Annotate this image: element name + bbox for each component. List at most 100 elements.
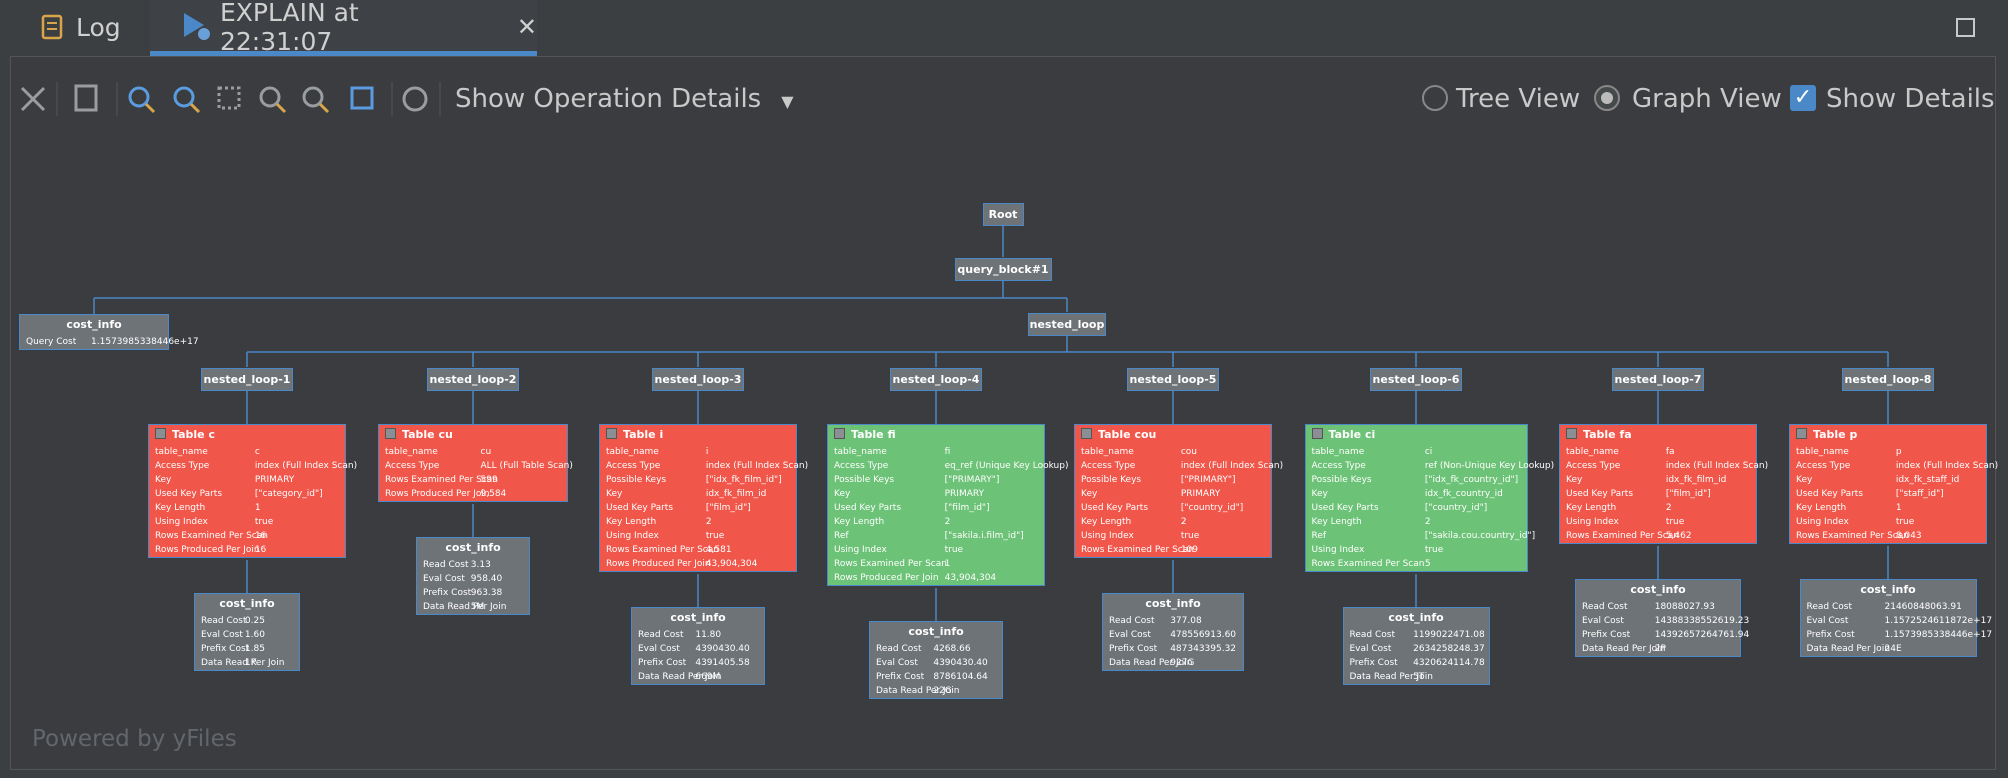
property-key: Prefix Cost bbox=[1349, 658, 1398, 668]
property-key: Using Index bbox=[1566, 517, 1619, 527]
graph-view-label[interactable]: Graph View bbox=[1632, 84, 1782, 114]
property-key: Rows Produced Per Join bbox=[385, 489, 490, 499]
property-key: Rows Examined Per Scan bbox=[1566, 531, 1679, 541]
property-value: 1 bbox=[944, 559, 951, 569]
property-row: Rows Examined Per Scan 1 bbox=[828, 557, 1044, 571]
property-value: 377.08 bbox=[1170, 616, 1202, 626]
property-key: Read Cost bbox=[1349, 630, 1395, 640]
property-value: ["idx_fk_film_id"] bbox=[705, 475, 782, 485]
cost-card: cost_info Read Cost 18088027.93 Eval Cost 14… bbox=[1575, 579, 1749, 657]
property-key: Rows Examined Per Scan bbox=[1311, 559, 1425, 569]
property-key: Rows Examined Per Scan bbox=[155, 531, 268, 541]
property-key: Data Read Per Join bbox=[201, 658, 285, 668]
card-header: Table c bbox=[149, 425, 345, 445]
show-details-label[interactable]: Show Details bbox=[1826, 84, 1995, 114]
property-row: Rows Examined Per Scan 5,462 bbox=[1560, 529, 1756, 543]
property-key: Data Read Per Join bbox=[1582, 644, 1666, 654]
property-key: Key bbox=[1311, 489, 1328, 499]
property-row: Data Read Per Join 5T bbox=[1344, 670, 1489, 684]
property-row: Used Key Parts ["country_id"] bbox=[1075, 501, 1271, 515]
card-title: Table cou bbox=[1098, 428, 1157, 441]
property-value: 2 bbox=[944, 517, 951, 527]
property-value: 3.13 bbox=[470, 560, 491, 570]
property-row: Using Index true bbox=[828, 543, 1044, 557]
active-tab-underline bbox=[150, 51, 537, 56]
maximize-button[interactable] bbox=[1956, 18, 1975, 37]
property-row: Eval Cost 958.40 bbox=[417, 572, 529, 586]
property-value: 1 bbox=[1895, 503, 1902, 513]
fit-icon[interactable] bbox=[350, 86, 374, 110]
explain-icon bbox=[184, 13, 210, 40]
property-row: Read Cost 21460848063.91 bbox=[1801, 600, 1976, 614]
property-value: 16 bbox=[254, 545, 267, 555]
property-value: p bbox=[1895, 447, 1902, 457]
actual-size[interactable] bbox=[259, 86, 281, 108]
property-key: Access Type bbox=[834, 461, 889, 471]
card-header: cost_info bbox=[195, 594, 299, 614]
property-key: Using Index bbox=[1311, 545, 1365, 555]
property-key: Possible Keys bbox=[1081, 475, 1142, 485]
property-value: 21460848063.91 bbox=[1884, 602, 1962, 612]
table-card: Table fa table_name fa Access Type index (Fu… bbox=[1559, 424, 1768, 544]
property-row: Rows Examined Per Scan 8,043 bbox=[1790, 529, 1986, 543]
graph-view-radio[interactable] bbox=[1594, 85, 1620, 111]
property-value: true bbox=[705, 531, 725, 541]
table-card: Table p table_name p Access Type index (Full… bbox=[1789, 424, 1998, 544]
zoom-in[interactable] bbox=[128, 86, 150, 108]
select-icon[interactable] bbox=[217, 86, 241, 110]
property-key: Key Length bbox=[155, 503, 206, 513]
property-key: Key bbox=[155, 475, 172, 485]
zoom-out[interactable] bbox=[173, 86, 195, 108]
property-value: idx_fk_film_id bbox=[1665, 475, 1727, 485]
close-tab[interactable]: ✕ bbox=[516, 13, 537, 41]
property-key: Key bbox=[606, 489, 623, 499]
property-key: Key Length bbox=[1081, 517, 1132, 527]
table-card: Table ci table_name ci Access Type ref (Non-… bbox=[1304, 424, 1554, 572]
property-row: Access Type index (Full Index Scan) bbox=[1075, 459, 1283, 473]
property-key: Data Read Per Join bbox=[876, 686, 960, 696]
dropdown-label: Show Operation Details bbox=[455, 84, 762, 114]
show-details-checkbox[interactable]: ✓ bbox=[1790, 85, 1816, 111]
property-key: Access Type bbox=[1566, 461, 1621, 471]
property-key: table_name bbox=[155, 447, 208, 457]
nested-loop-node: nested_loop-3 bbox=[652, 367, 744, 391]
explain-tab[interactable]: EXPLAIN at 22:31:07 ✕ bbox=[150, 0, 537, 56]
operation-details-dropdown[interactable]: Show Operation Details ▼ bbox=[455, 84, 794, 114]
property-value: 4268.66 bbox=[933, 644, 971, 654]
property-key: Rows Examined Per Scan bbox=[606, 545, 719, 555]
property-value: 4,581 bbox=[705, 545, 732, 555]
property-key: Eval Cost bbox=[423, 574, 465, 584]
property-key: Used Key Parts bbox=[606, 503, 674, 513]
property-value: cou bbox=[1180, 447, 1197, 457]
card-title: Table fa bbox=[1583, 428, 1632, 441]
property-value: ["country_id"] bbox=[1424, 503, 1488, 513]
property-value: ["film_id"] bbox=[705, 503, 751, 513]
property-key: Access Type bbox=[1311, 461, 1366, 471]
property-row: table_name fa bbox=[1560, 445, 1756, 459]
card-title: cost_info bbox=[219, 597, 275, 610]
property-key: Using Index bbox=[1081, 531, 1134, 541]
find-icon[interactable] bbox=[302, 86, 324, 108]
property-key: Prefix Cost bbox=[1806, 630, 1855, 640]
property-key: Possible Keys bbox=[1311, 475, 1372, 485]
property-row: Key Length 2 bbox=[1306, 515, 1527, 529]
property-row: Used Key Parts ["film_id"] bbox=[1560, 487, 1756, 501]
tree-view-label[interactable]: Tree View bbox=[1456, 84, 1581, 114]
property-row: Prefix Cost 4320624114.78 bbox=[1344, 656, 1489, 670]
log-tab[interactable]: Log bbox=[38, 0, 121, 54]
property-value: 18088027.93 bbox=[1654, 602, 1715, 612]
property-row: Key Length 1 bbox=[1790, 501, 1986, 515]
property-value: ["sakila.cou.country_id"] bbox=[1424, 531, 1536, 541]
property-key: table_name bbox=[606, 447, 659, 457]
property-key: Using Index bbox=[606, 531, 659, 541]
settings-icon[interactable] bbox=[20, 86, 46, 112]
property-row: Key Length 2 bbox=[1560, 501, 1756, 515]
property-key: table_name bbox=[1566, 447, 1619, 457]
property-key: Using Index bbox=[1796, 517, 1849, 527]
property-row: Data Read Per Join 5M bbox=[417, 600, 529, 614]
tree-view-radio[interactable] bbox=[1422, 85, 1448, 111]
export-icon[interactable] bbox=[74, 84, 98, 112]
card-header: Table fa bbox=[1560, 425, 1756, 445]
layout-icon[interactable] bbox=[402, 86, 428, 112]
property-row: Key idx_fk_film_id bbox=[1560, 473, 1756, 487]
